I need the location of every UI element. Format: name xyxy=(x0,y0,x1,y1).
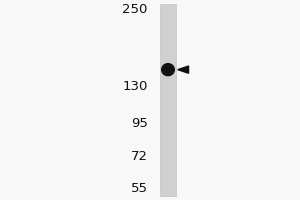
Text: 55: 55 xyxy=(131,182,148,195)
Polygon shape xyxy=(178,66,189,73)
Text: 250: 250 xyxy=(122,3,148,16)
Text: 72: 72 xyxy=(131,150,148,163)
Text: 95: 95 xyxy=(131,117,148,130)
Ellipse shape xyxy=(162,64,174,76)
Text: 130: 130 xyxy=(122,80,148,93)
Bar xyxy=(160,4,176,196)
